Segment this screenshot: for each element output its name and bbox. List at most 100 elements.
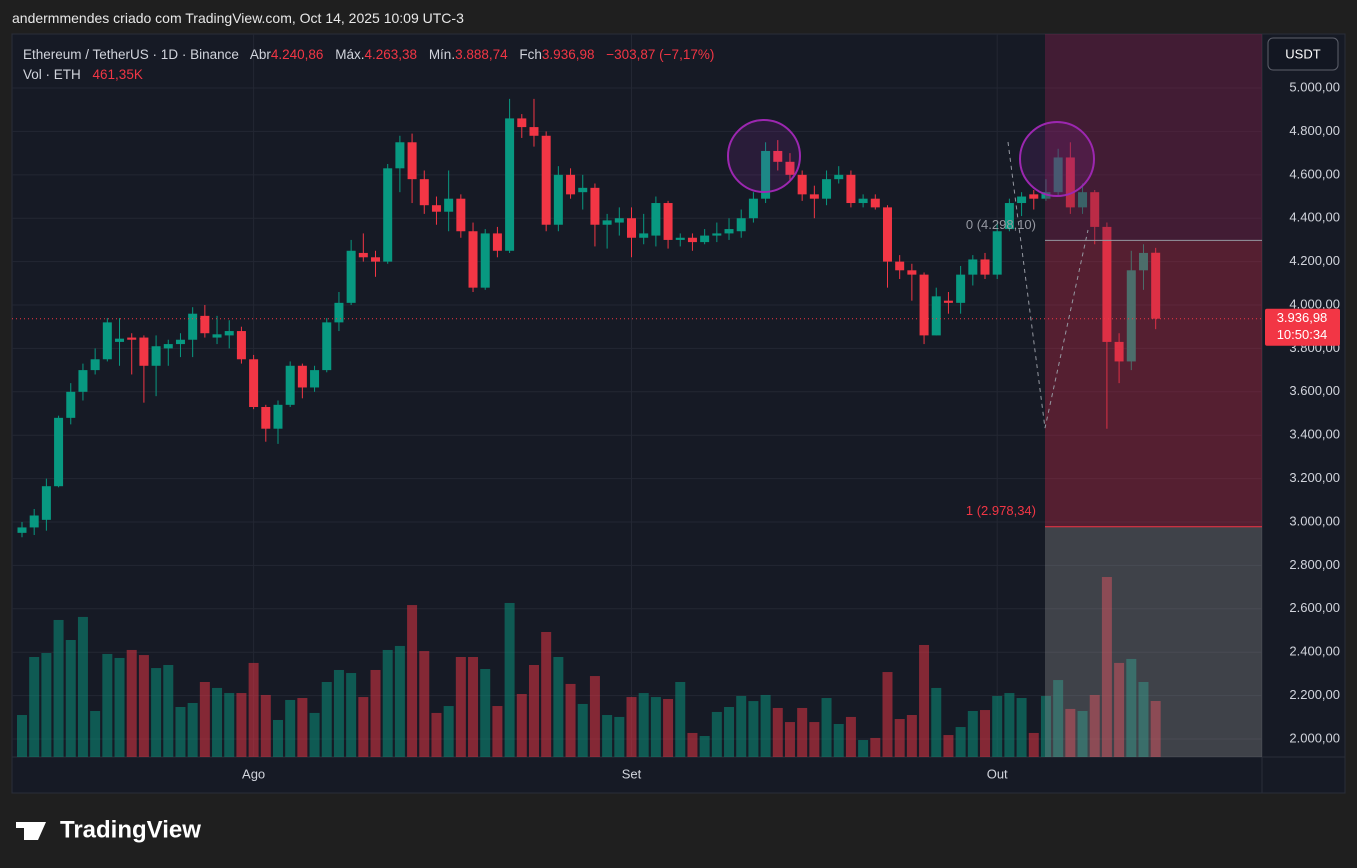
volume-bar [821,698,832,757]
open-label: Abr [249,47,271,62]
candle-body [639,233,649,238]
volume-bar [516,694,527,757]
volume-bar [53,619,64,757]
volume-bar [1126,658,1137,757]
candle-body [102,322,112,360]
last-price-box [1265,308,1340,346]
volume-bar [1077,711,1088,757]
candle-body [1151,252,1161,319]
close-label: Fch [519,47,542,62]
volume-bar [443,706,454,757]
fib-zone [1045,240,1262,527]
candle-body [627,218,636,238]
highlight-circle [1019,121,1095,197]
candle-body [273,404,283,429]
volume-bar [77,616,88,757]
fib-zone [1045,526,1262,757]
countdown-label: 10:50:34 [1277,327,1328,342]
volume-bar [468,656,479,757]
volume-bar [455,656,466,757]
volume-bar [175,706,186,757]
candle-body [809,194,819,199]
candle-body [834,174,844,180]
volume-bar [480,669,491,757]
candle-body [407,142,417,180]
high-label: Máx. [335,47,365,62]
volume-bar [528,665,539,757]
volume-bar [297,698,308,757]
volume-bar [784,722,795,757]
volume-bar [809,722,820,757]
y-tick-label: 4.200,00 [1289,253,1340,268]
volume-bar [394,645,405,757]
candle-body [931,296,941,336]
volume-bar [260,694,271,757]
volume-bar [675,681,686,757]
candle-body [553,174,563,225]
change-value: −303,87 (−7,17%) [606,47,715,62]
currency-button[interactable] [1267,37,1339,71]
volume-bar [858,740,869,757]
volume-bar [845,716,856,757]
candle-body [529,127,539,136]
candle-body [285,365,295,405]
y-tick-label: 2.600,00 [1289,600,1340,615]
volume-bar [1065,708,1076,757]
volume-bar [114,657,125,757]
volume-bar [321,681,332,757]
candle-body [956,274,966,303]
volume-bar [504,602,515,757]
currency-button-label[interactable]: USDT [1285,46,1320,61]
candle-body [1126,270,1136,362]
candle-body [395,142,405,169]
candle-body [78,370,88,392]
y-tick-label: 4.400,00 [1289,210,1340,225]
candle-body [980,259,990,275]
candle-body [663,203,673,240]
volume-bar [492,706,503,757]
volume-bar [382,649,393,757]
volume-bar [126,649,137,757]
candle-body [139,337,149,366]
y-tick-label: 2.400,00 [1289,644,1340,659]
pattern-line [1007,141,1089,429]
candle-body [1041,192,1051,199]
candle-body [822,179,832,199]
volume-bar [346,673,357,757]
volume-bar [577,703,588,757]
volume-bar [650,697,661,757]
volume-bar [760,694,771,757]
y-tick-label: 3.200,00 [1289,470,1340,485]
fib-label: 1 (2.978,34) [966,503,1036,518]
volume-bar [138,655,149,757]
y-tick-label: 2.800,00 [1289,557,1340,572]
candle-body [675,237,685,240]
candle-body [748,198,758,219]
candle-body [41,486,51,520]
candle-body [761,150,771,199]
volume-bar [711,711,722,757]
candle-body [943,300,953,303]
candle-body [431,205,441,212]
volume-bar [1114,662,1125,757]
candle-body [212,334,222,338]
volume-bar [1016,698,1027,757]
candle-body [236,331,246,360]
candle-body [1053,157,1063,193]
volume-bar [236,693,247,757]
candle-body [541,135,551,225]
candle-body [651,203,661,236]
volume-bar [906,715,917,757]
candle-body [456,198,466,232]
volume-value: 461,35K [92,67,143,82]
volume-bar [41,652,52,757]
volume-bar [919,644,930,757]
candle-body [419,179,429,206]
volume-bar [90,711,101,757]
logo: TradingView [16,816,201,843]
volume-bar [151,668,162,757]
candle-body [151,346,161,366]
candle-body [846,174,856,204]
volume-bar [699,736,710,757]
